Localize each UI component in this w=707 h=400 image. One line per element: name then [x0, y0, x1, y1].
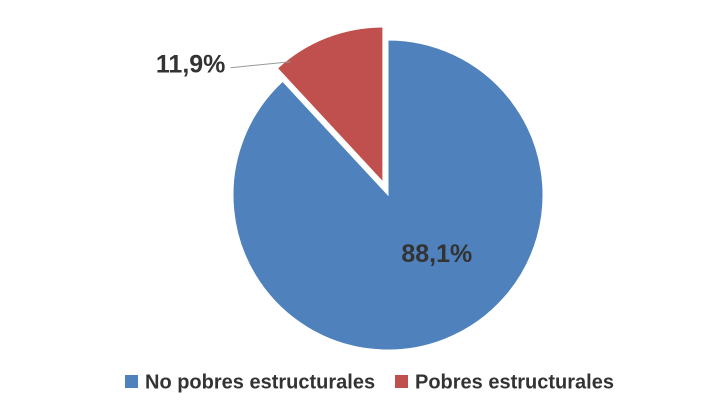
pie-slice — [276, 26, 384, 184]
pie-slice — [232, 39, 544, 351]
legend-label: No pobres estructurales — [145, 371, 375, 393]
legend-swatch — [395, 375, 408, 388]
leader-line — [230, 61, 291, 69]
slice-label: 88,1% — [401, 240, 472, 268]
legend-label: Pobres estructurales — [415, 371, 614, 393]
legend-swatch — [125, 375, 138, 388]
slice-label: 11,9% — [156, 50, 226, 78]
